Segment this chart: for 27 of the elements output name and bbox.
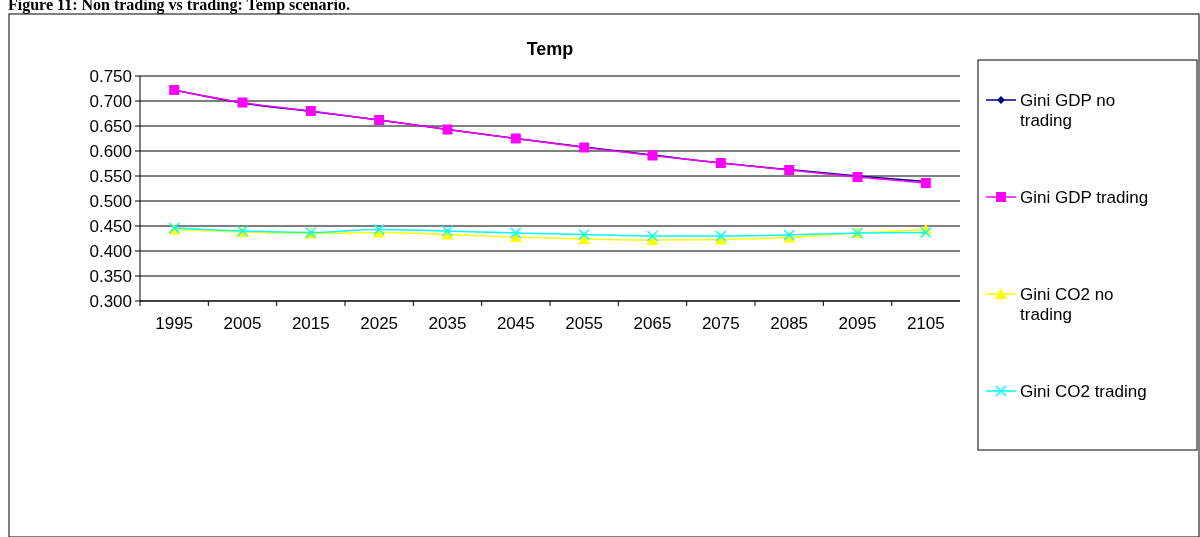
y-tick-label: 0.750 [89,66,132,86]
y-tick-label: 0.700 [89,91,132,111]
y-tick-label: 0.300 [89,291,132,311]
y-tick-label: 0.450 [89,216,132,236]
y-tick-label: 0.350 [89,266,132,286]
y-tick-label: 0.600 [89,141,132,161]
y-tick-label: 0.400 [89,241,132,261]
chart-title: Temp [526,39,574,59]
legend-label: Gini CO2 trading [1020,382,1147,401]
y-tick-label: 0.650 [89,116,132,136]
y-tick-label: 0.500 [89,191,132,211]
y-tick-label: 0.550 [89,166,132,186]
x-tick-label: 2095 [838,314,877,333]
x-tick-label: 2105 [906,314,945,333]
legend-label: Gini GDP no trading [1020,91,1116,130]
x-tick-label: 2035 [428,314,467,333]
x-tick-label: 2005 [223,314,262,333]
x-tick-label: 2015 [291,314,330,333]
x-tick-label: 2025 [360,314,399,333]
x-tick-label: 2065 [633,314,672,333]
x-tick-label: 2085 [770,314,809,333]
legend-label: Gini CO2 no trading [1020,285,1114,324]
x-tick-label: 1995 [155,314,194,333]
x-tick-label: 2045 [496,314,535,333]
x-tick-label: 2055 [565,314,604,333]
x-tick-label: 2075 [701,314,740,333]
legend-label: Gini GDP trading [1020,188,1149,207]
